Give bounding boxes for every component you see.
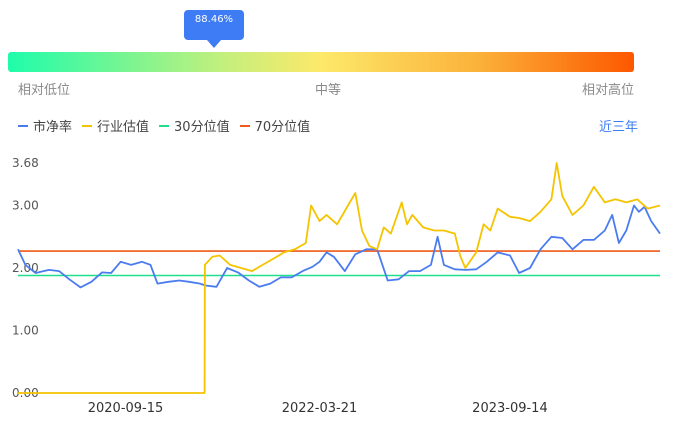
legend-item-p70[interactable]: 70分位值 <box>239 116 311 135</box>
x-tick-label: 2023-09-14 <box>472 401 548 416</box>
legend-swatch-p70 <box>239 124 250 127</box>
x-tick-label: 2022-03-21 <box>282 401 358 416</box>
legend-label-p70: 70分位值 <box>254 120 311 135</box>
legend-label-industry: 行业估值 <box>97 120 150 135</box>
legend-label-pb: 市净率 <box>33 120 73 135</box>
legend-item-industry[interactable]: 行业估值 <box>82 116 149 135</box>
percentile-value: 88.46% <box>194 14 234 25</box>
gauge-label-high: 相对高位 <box>582 83 635 98</box>
legend-swatch-p30 <box>159 124 170 127</box>
gauge-label-low: 相对低位 <box>18 83 71 98</box>
y-tick-label: 2.00 <box>12 261 39 275</box>
chart-legend: 市净率 行业估值 30分位值 70分位值 <box>18 116 320 135</box>
legend-swatch-pb <box>18 124 28 127</box>
x-tick-label: 2020-09-15 <box>88 401 164 416</box>
series-line-industry <box>18 162 661 394</box>
y-tick-label: 1.00 <box>12 324 39 338</box>
y-axis-ticks: 3.683.002.001.000.00 <box>12 156 39 400</box>
y-tick-label: 3.00 <box>12 199 39 213</box>
legend-swatch-industry <box>82 124 93 127</box>
percentile-tooltip: 88.46% <box>184 10 244 40</box>
series-lines <box>17 162 661 394</box>
range-selector-button[interactable]: 近三年 <box>599 120 639 135</box>
valuation-gauge-bar <box>8 52 634 72</box>
legend-label-p30: 30分位值 <box>174 120 230 135</box>
legend-item-p30[interactable]: 30分位值 <box>159 116 230 135</box>
x-axis-ticks: 2020-09-15 2022-03-21 2023-09-14 <box>88 401 548 416</box>
series-line-pb <box>17 204 661 289</box>
y-tick-label: 3.68 <box>12 156 39 170</box>
legend-item-pb[interactable]: 市净率 <box>18 116 72 135</box>
gauge-label-mid: 中等 <box>315 83 342 98</box>
tooltip-pointer <box>207 40 221 48</box>
